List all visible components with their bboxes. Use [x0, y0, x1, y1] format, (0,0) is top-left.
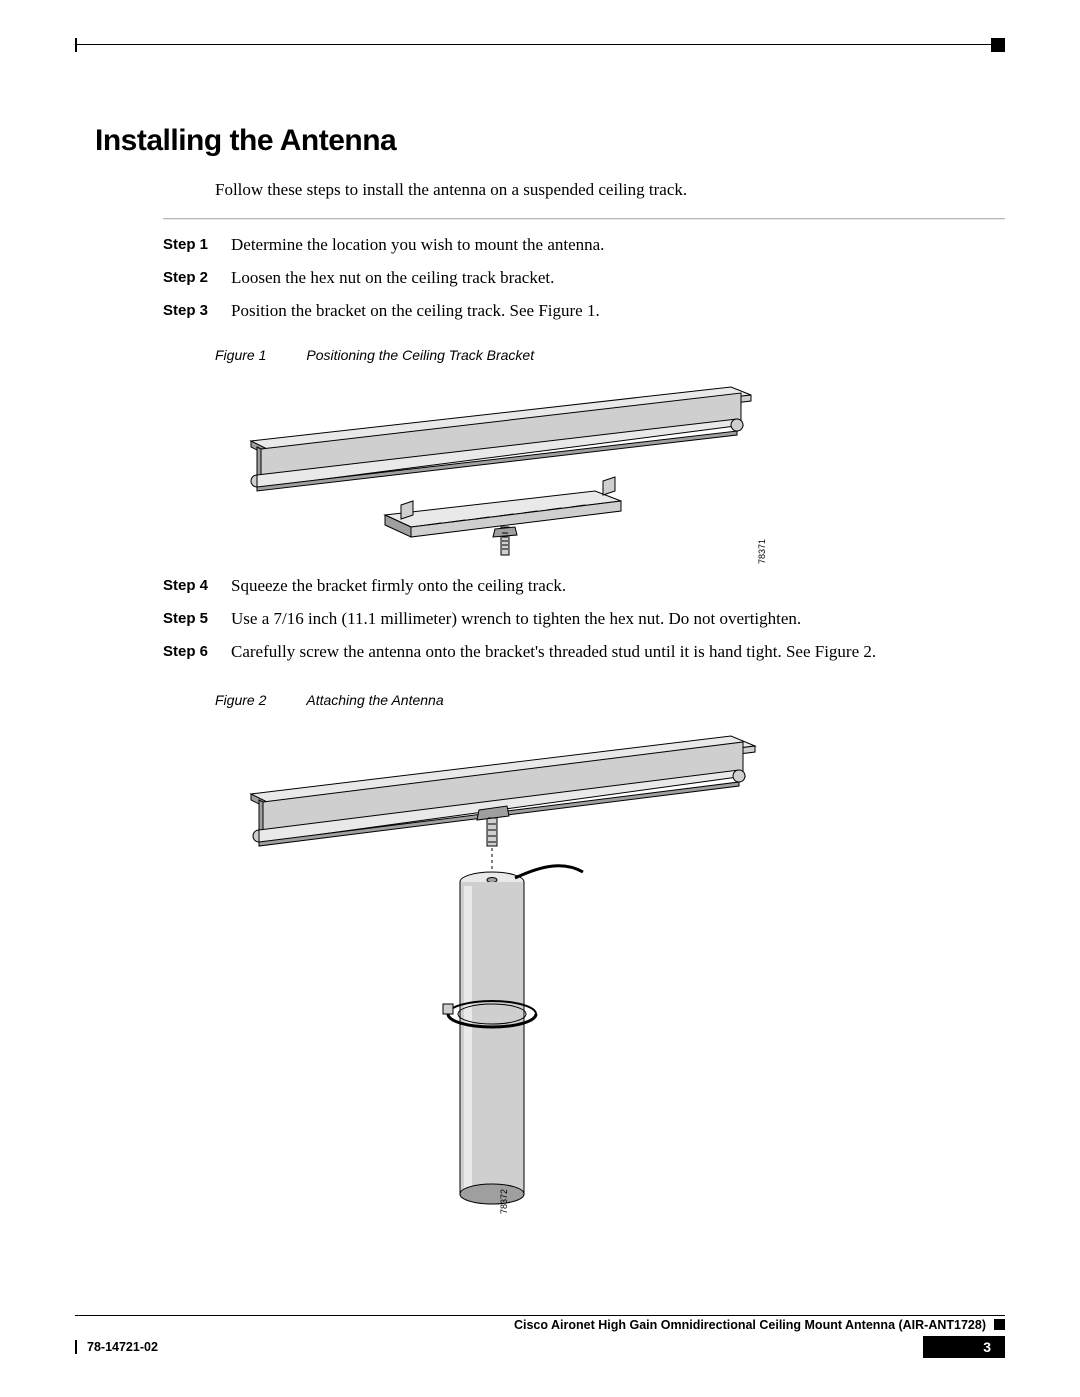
step-row: Step 3 Position the bracket on the ceili… — [163, 300, 1005, 323]
figure1-caption: Figure 1 Positioning the Ceiling Track B… — [215, 347, 1005, 363]
footer: Cisco Aironet High Gain Omnidirectional … — [75, 1315, 1005, 1358]
figure1-id: 78371 — [757, 539, 767, 564]
footer-docnum: 78-14721-02 — [87, 1340, 158, 1354]
rule-line — [75, 44, 1005, 45]
figure2: 78372 — [215, 714, 775, 1224]
step-label: Step 2 — [163, 267, 213, 290]
figure1: 78371 — [215, 369, 775, 569]
step-label: Step 1 — [163, 234, 213, 257]
page: Installing the Antenna Follow these step… — [75, 38, 1005, 1358]
footer-page-number: 3 — [923, 1336, 1005, 1358]
steps-group-b: Step 4 Squeeze the bracket firmly onto t… — [163, 575, 1005, 664]
figure2-title: Attaching the Antenna — [306, 692, 443, 708]
footer-rule — [75, 1315, 1005, 1316]
step-label: Step 5 — [163, 608, 213, 631]
figure2-svg — [215, 714, 775, 1224]
footer-square — [994, 1319, 1005, 1330]
figure2-label: Figure 2 — [215, 692, 266, 708]
figure2-caption: Figure 2 Attaching the Antenna — [215, 692, 1005, 708]
step-row: Step 1 Determine the location you wish t… — [163, 234, 1005, 257]
step-text: Use a 7/16 inch (11.1 millimeter) wrench… — [231, 608, 801, 631]
figure1-svg — [215, 369, 775, 569]
step-row: Step 4 Squeeze the bracket firmly onto t… — [163, 575, 1005, 598]
footer-product: Cisco Aironet High Gain Omnidirectional … — [75, 1318, 994, 1332]
intro-text: Follow these steps to install the antenn… — [215, 180, 1005, 200]
steps-group-a: Step 1 Determine the location you wish t… — [163, 234, 1005, 323]
rule-tick-left — [75, 38, 77, 52]
step-row: Step 2 Loosen the hex nut on the ceiling… — [163, 267, 1005, 290]
figure1-label: Figure 1 — [215, 347, 266, 363]
step-text: Position the bracket on the ceiling trac… — [231, 300, 600, 323]
top-rule — [75, 38, 1005, 52]
step-label: Step 3 — [163, 300, 213, 323]
step-row: Step 5 Use a 7/16 inch (11.1 millimeter)… — [163, 608, 1005, 631]
step-text: Squeeze the bracket firmly onto the ceil… — [231, 575, 566, 598]
step-text: Loosen the hex nut on the ceiling track … — [231, 267, 554, 290]
section-heading: Installing the Antenna — [95, 124, 1005, 158]
step-text: Determine the location you wish to mount… — [231, 234, 604, 257]
step-label: Step 6 — [163, 641, 213, 664]
step-text: Carefully screw the antenna onto the bra… — [231, 641, 876, 664]
step-label: Step 4 — [163, 575, 213, 598]
figure1-title: Positioning the Ceiling Track Bracket — [306, 347, 534, 363]
rule-square-right — [991, 38, 1005, 52]
figure2-id: 78372 — [499, 1189, 509, 1214]
step-row: Step 6 Carefully screw the antenna onto … — [163, 641, 1005, 664]
divider — [163, 218, 1005, 220]
footer-tick — [75, 1340, 77, 1354]
